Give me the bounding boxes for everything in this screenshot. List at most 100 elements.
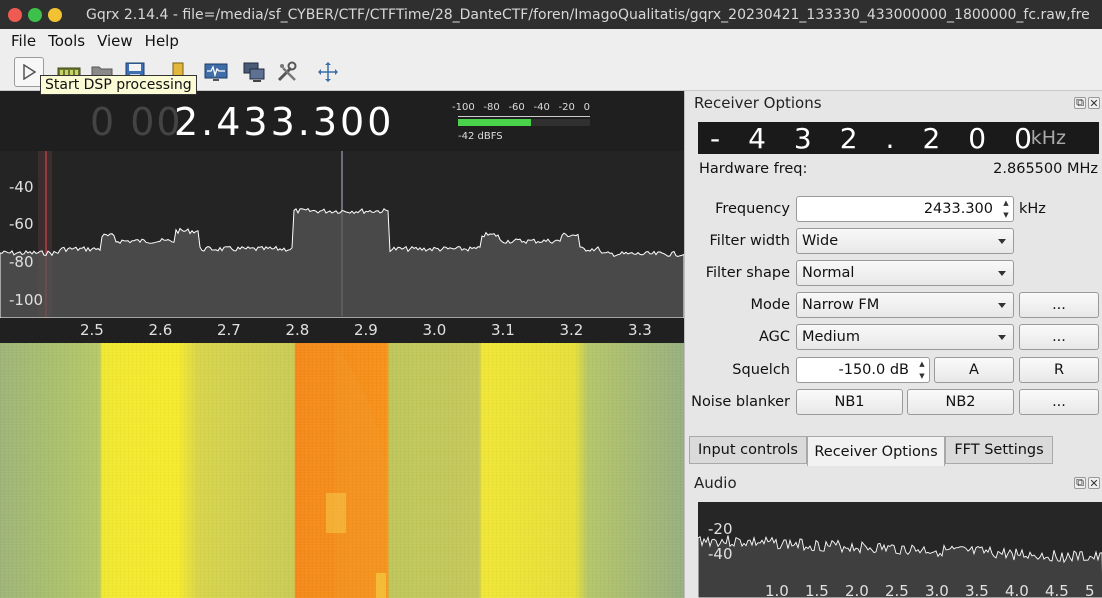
minimize-window-button[interactable] xyxy=(48,7,62,22)
menu-tools[interactable]: Tools xyxy=(48,32,86,50)
spectrum-x-tick-label: 3.2 xyxy=(560,321,584,339)
filter-width-label: Filter width xyxy=(709,233,791,249)
settings-tools-button[interactable] xyxy=(274,59,300,85)
spectrum-plot[interactable]: -40 -60 -80 -100 2.5 2.6 2.7 2.8 2.9 3.0 3.1 3.2 3.… xyxy=(0,151,684,343)
filter-shape-label: Filter shape xyxy=(705,265,790,281)
chevron-down-icon xyxy=(998,271,1006,276)
monitor-button[interactable] xyxy=(203,59,229,85)
tab-fft-settings[interactable]: FFT Settings xyxy=(945,436,1053,464)
noise-blanker-label: Noise blanker xyxy=(691,394,790,410)
signal-meter: -100 -80 -60 -40 -20 0 -42 dBFS xyxy=(452,102,592,142)
close-dock-icon[interactable]: ✕ xyxy=(1088,96,1100,110)
offset-unit: kHz xyxy=(1030,127,1066,149)
maximize-window-button[interactable] xyxy=(28,7,42,22)
frequency-leading-digits[interactable]: 0 00 xyxy=(90,100,183,144)
audio-x-tick-label: 5 xyxy=(1085,582,1095,598)
monitor-icon xyxy=(204,63,228,81)
audio-fft-plot[interactable]: -20-40 1.0 1.5 2.0 2.5 3.0 3.5 4.0 4.5 5 xyxy=(698,502,1102,598)
tab-input-controls[interactable]: Input controls xyxy=(689,436,807,464)
offset-digits: -432.200 xyxy=(710,122,1060,155)
audio-x-tick-label: 3.5 xyxy=(965,582,989,598)
menu-help[interactable]: Help xyxy=(144,32,179,50)
fullscreen-button[interactable] xyxy=(315,59,341,85)
receiver-options-title: Receiver Options xyxy=(694,94,822,112)
meter-tick: -20 xyxy=(558,102,575,113)
close-window-button[interactable] xyxy=(8,7,22,22)
start-dsp-button[interactable] xyxy=(14,57,44,87)
meter-tick: 0 xyxy=(583,102,590,113)
undock-icon[interactable]: ⧉ xyxy=(1074,476,1086,489)
close-dock-icon[interactable]: ✕ xyxy=(1088,476,1100,490)
squelch-spinner[interactable]: ▲ ▼ xyxy=(919,360,925,380)
audio-trace xyxy=(698,535,1102,598)
audio-y-tick-label: -20 xyxy=(708,520,733,538)
spectrum-x-tick-label: 3.3 xyxy=(628,321,652,339)
frequency-value: 2433.300 xyxy=(923,201,993,217)
frequency-digits[interactable]: 2.433.300 xyxy=(174,100,395,144)
mode-options-button[interactable]: ... xyxy=(1019,292,1099,318)
filter-width-value: Wide xyxy=(802,233,839,249)
mode-select[interactable]: Narrow FM xyxy=(796,292,1014,318)
filter-width-select[interactable]: Wide xyxy=(796,228,1014,254)
spectrum-x-tick-label: 2.9 xyxy=(354,321,378,339)
audio-x-tick-label: 3.0 xyxy=(925,582,949,598)
nb1-button[interactable]: NB1 xyxy=(796,389,903,415)
meter-tick: -40 xyxy=(533,102,550,113)
play-icon xyxy=(23,64,36,80)
network-icon xyxy=(243,62,265,82)
squelch-reset-button[interactable]: R xyxy=(1019,357,1099,383)
fullscreen-icon xyxy=(318,62,338,82)
undock-icon[interactable]: ⧉ xyxy=(1074,96,1086,109)
audio-dock-buttons: ⧉ ✕ xyxy=(1074,476,1100,490)
meter-tick: -80 xyxy=(483,102,500,113)
audio-x-tick-label: 1.0 xyxy=(765,582,789,598)
tab-receiver-options[interactable]: Receiver Options xyxy=(807,436,945,466)
agc-select[interactable]: Medium xyxy=(796,324,1014,350)
agc-value: Medium xyxy=(802,329,860,345)
nb2-button[interactable]: NB2 xyxy=(907,389,1014,415)
agc-label: AGC xyxy=(758,329,790,345)
meter-tick: -100 xyxy=(452,102,475,113)
spectrum-y-labels: -40 -60 -80 -100 xyxy=(9,178,43,309)
waterfall[interactable] xyxy=(0,343,684,598)
window-title: Gqrx 2.14.4 - file=/media/sf_CYBER/CTF/C… xyxy=(86,6,1090,23)
spectrum-x-labels: 2.5 2.6 2.7 2.8 2.9 3.0 3.1 3.2 3.3 xyxy=(80,321,652,339)
offset-lcd[interactable]: -432.200 kHz xyxy=(698,122,1099,155)
hardware-freq-value: 2.865500 MHz xyxy=(993,161,1098,177)
menu-file[interactable]: File xyxy=(11,32,37,50)
agc-options-button[interactable]: ... xyxy=(1019,324,1099,350)
audio-title: Audio xyxy=(694,474,737,492)
squelch-label: Squelch xyxy=(732,362,790,378)
spectrum-x-tick-label: 3.1 xyxy=(491,321,515,339)
frequency-unit: kHz xyxy=(1019,201,1046,217)
spectrum-trace xyxy=(0,207,684,319)
audio-x-tick-label: 2.0 xyxy=(845,582,869,598)
meter-level-bar xyxy=(458,119,531,126)
spectrum-panel: 0 00 2.433.300 -100 -80 -60 -40 -20 0 -4… xyxy=(0,91,684,598)
frequency-input[interactable]: 2433.300 ▲ ▼ xyxy=(796,196,1014,222)
title-bar: Gqrx 2.14.4 - file=/media/sf_CYBER/CTF/C… xyxy=(0,0,1102,29)
meter-dbfs-label: -42 dBFS xyxy=(458,131,503,142)
squelch-value: -150.0 dB xyxy=(838,362,909,378)
spectrum-y-tick-label: -100 xyxy=(9,291,43,309)
chevron-down-icon xyxy=(998,303,1006,308)
remote-control-button[interactable] xyxy=(241,59,267,85)
meter-tick: -60 xyxy=(508,102,525,113)
audio-x-labels: 1.0 1.5 2.0 2.5 3.0 3.5 4.0 4.5 5 xyxy=(765,582,1095,598)
dock-tabs: Input controls Receiver Options FFT Sett… xyxy=(689,436,1101,466)
audio-x-tick-label: 4.5 xyxy=(1045,582,1069,598)
audio-x-tick-label: 1.5 xyxy=(805,582,829,598)
chevron-down-icon xyxy=(998,239,1006,244)
spectrum-y-tick-label: -80 xyxy=(9,253,34,271)
chevron-down-icon xyxy=(998,335,1006,340)
squelch-auto-button[interactable]: A xyxy=(934,357,1014,383)
menu-bar: File Tools View Help xyxy=(0,29,1102,53)
frequency-display[interactable]: 0 00 2.433.300 -100 -80 -60 -40 -20 0 -4… xyxy=(0,91,684,151)
menu-view[interactable]: View xyxy=(97,32,133,50)
frequency-spinner[interactable]: ▲ ▼ xyxy=(1003,199,1009,219)
mode-label: Mode xyxy=(750,297,790,313)
filter-shape-select[interactable]: Normal xyxy=(796,260,1014,286)
squelch-input[interactable]: -150.0 dB ▲ ▼ xyxy=(796,357,930,383)
noise-blanker-options-button[interactable]: ... xyxy=(1019,389,1099,415)
